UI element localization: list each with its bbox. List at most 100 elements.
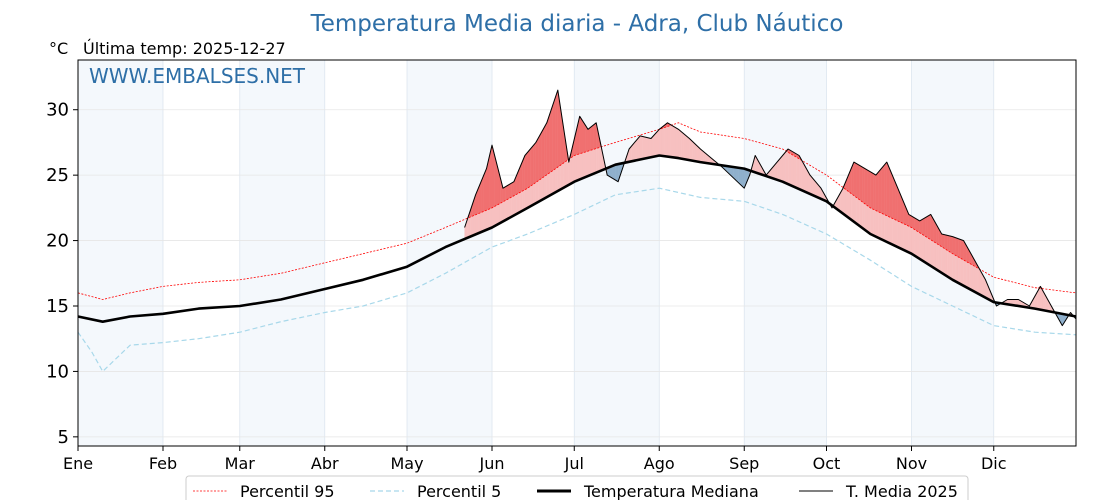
fill-above-median — [648, 137, 652, 158]
y-tick-label: 10 — [46, 361, 69, 382]
month-band — [574, 60, 660, 446]
fill-above-p95 — [538, 132, 542, 181]
last-temp-subtitle: Última temp: 2025-12-27 — [83, 39, 286, 58]
fill-above-median — [522, 189, 526, 212]
fill-above-median — [678, 129, 682, 159]
fill-above-median — [919, 232, 923, 261]
fill-above-median — [579, 152, 583, 180]
fill-above-p95 — [856, 163, 860, 200]
fill-above-p95 — [543, 122, 547, 177]
fill-above-p95 — [908, 214, 912, 228]
fill-above-median — [955, 254, 959, 284]
fill-above-median — [541, 176, 545, 201]
fill-above-median — [557, 164, 561, 192]
fill-above-median — [508, 197, 512, 219]
x-tick-label: Dic — [981, 454, 1007, 473]
fill-above-median — [661, 127, 665, 157]
fill-above-median — [892, 218, 896, 247]
x-tick-label: Feb — [149, 454, 177, 473]
fill-above-p95 — [870, 171, 874, 210]
fill-above-median — [538, 178, 542, 202]
fill-above-median — [914, 228, 918, 258]
x-tick-label: Ene — [63, 454, 93, 473]
fill-above-p95 — [911, 215, 915, 230]
fill-above-median — [686, 135, 690, 161]
fill-above-p95 — [957, 238, 961, 259]
fill-above-median — [787, 151, 792, 186]
y-axis: 5 10 15 20 25 30 — [46, 100, 78, 448]
fill-above-p95 — [927, 214, 931, 240]
fill-above-median — [886, 215, 890, 244]
x-axis: Ene Feb Mar Abr May Jun Jul Ago Sep Oct Nov Dic — [63, 446, 1007, 473]
fill-above-median — [472, 214, 476, 236]
fill-above-median — [683, 133, 687, 160]
fill-above-median — [968, 262, 972, 291]
fill-above-p95 — [861, 166, 866, 205]
series-fills — [464, 90, 1077, 327]
fill-above-p95 — [593, 122, 597, 150]
x-tick-label: Sep — [729, 454, 759, 473]
fill-above-median — [582, 151, 586, 179]
fill-above-p95 — [579, 115, 583, 154]
fill-above-median — [908, 225, 912, 254]
fill-above-median — [796, 156, 800, 190]
y-tick-label: 30 — [46, 100, 69, 121]
fill-above-p95 — [552, 98, 556, 172]
fill-above-p95 — [532, 142, 537, 185]
fill-above-median — [853, 195, 857, 225]
fill-above-median — [881, 212, 885, 241]
fill-above-median — [927, 237, 931, 267]
chart-title: Temperatura Media diaria - Adra, Club Ná… — [310, 11, 844, 37]
fill-above-median — [848, 191, 852, 221]
fill-above-median — [505, 198, 509, 221]
series-median-line — [77, 154, 1077, 324]
fill-above-p95 — [922, 217, 926, 237]
fill-above-median — [486, 208, 490, 231]
fill-above-p95 — [549, 106, 553, 174]
fill-above-median — [782, 151, 786, 184]
legend-label-median: Temperatura Mediana — [583, 482, 759, 500]
fill-above-median — [480, 211, 484, 233]
fill-above-median — [576, 153, 580, 181]
y-tick-label: 5 — [58, 427, 69, 448]
fill-above-median — [692, 140, 696, 162]
fill-above-median — [900, 222, 904, 250]
fill-above-median — [864, 203, 868, 233]
y-axis-label: °C — [49, 39, 68, 58]
x-tick-label: Jul — [564, 454, 584, 473]
fill-above-median — [925, 235, 929, 265]
fill-above-median — [552, 168, 556, 195]
x-tick-label: Oct — [813, 454, 841, 473]
fill-above-median — [519, 190, 523, 213]
fill-above-median — [656, 128, 660, 157]
fill-above-p95 — [582, 120, 586, 154]
fill-above-median — [930, 239, 934, 268]
fill-above-median — [897, 220, 901, 249]
y-tick-label: 15 — [46, 296, 69, 317]
series-p95-line — [77, 122, 1077, 300]
fill-above-median — [585, 150, 589, 178]
fill-above-p95 — [946, 235, 951, 253]
fill-above-median — [861, 201, 866, 231]
x-tick-label: May — [390, 454, 423, 473]
fill-above-median — [946, 249, 951, 279]
month-band — [407, 60, 493, 446]
x-tick-label: Abr — [311, 454, 339, 473]
fill-above-median — [883, 214, 887, 243]
fill-above-p95 — [872, 173, 877, 211]
fill-above-median — [681, 131, 685, 160]
plot-frame — [77, 59, 1077, 447]
fill-above-median — [511, 195, 515, 218]
y-tick-label: 25 — [46, 165, 69, 186]
fill-above-median — [642, 136, 646, 160]
fill-below-median — [741, 168, 745, 189]
fill-above-p95 — [886, 162, 890, 218]
fill-above-median — [667, 125, 671, 158]
fill-above-median — [790, 153, 794, 187]
fill-above-median — [596, 147, 600, 173]
fill-above-p95 — [952, 236, 956, 256]
fill-above-median — [922, 234, 926, 263]
fill-above-median — [859, 199, 863, 229]
fill-above-p95 — [960, 239, 964, 261]
fill-above-median — [565, 161, 569, 187]
